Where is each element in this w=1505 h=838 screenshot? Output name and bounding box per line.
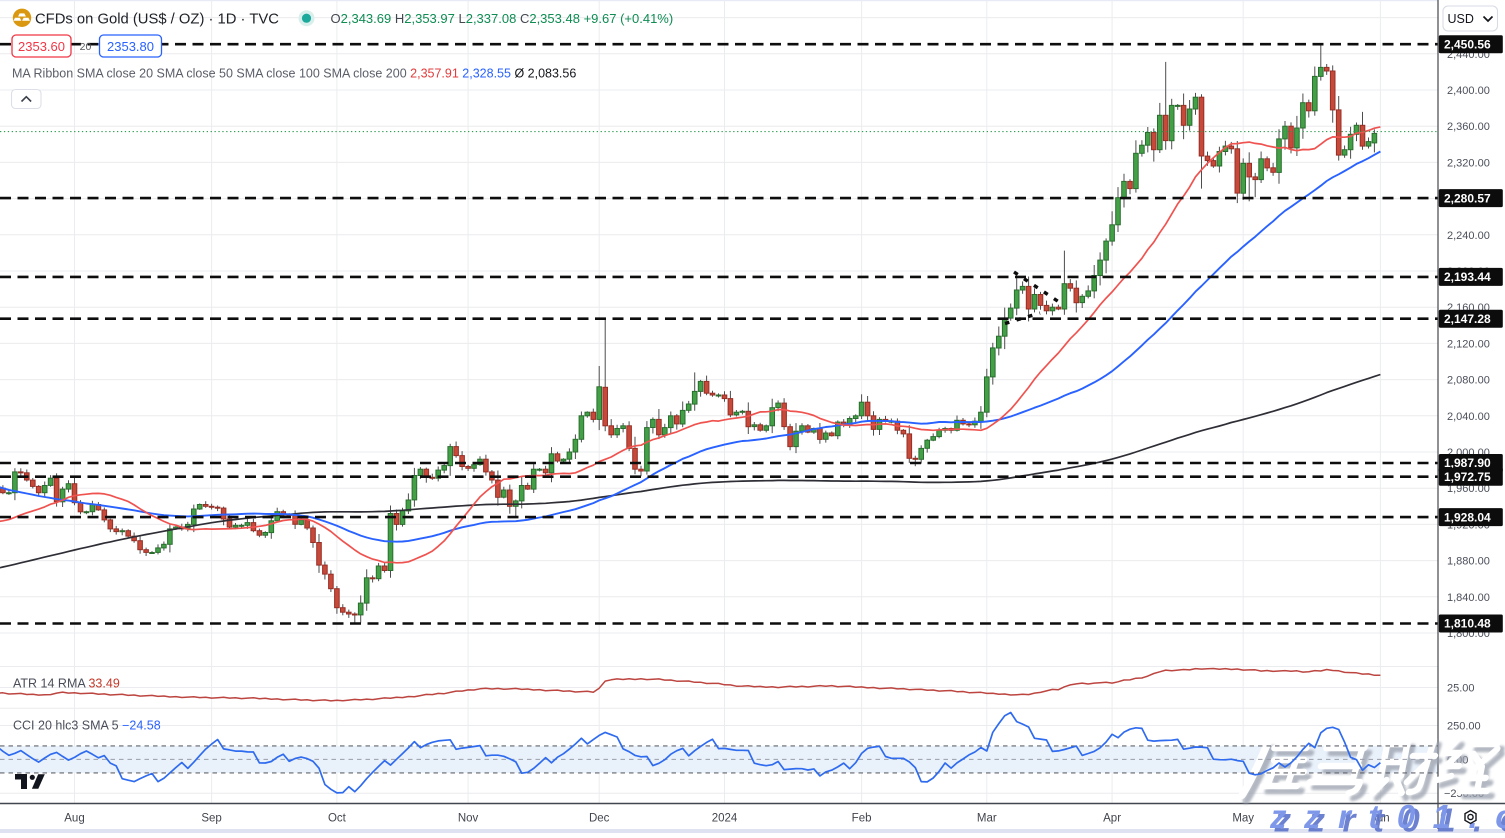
svg-text:2,080.00: 2,080.00: [1447, 375, 1490, 387]
svg-text:USD: USD: [1448, 12, 1474, 26]
svg-text:Aug: Aug: [64, 813, 84, 825]
svg-text:1,928.04: 1,928.04: [1444, 510, 1491, 524]
svg-text:Oct: Oct: [328, 813, 347, 825]
svg-text:2,320.00: 2,320.00: [1447, 157, 1490, 169]
svg-text:ATR 14 RMA 33.49: ATR 14 RMA 33.49: [13, 677, 120, 691]
svg-text:Feb: Feb: [852, 813, 872, 825]
svg-text:2,360.00: 2,360.00: [1447, 121, 1490, 133]
svg-text:2,120.00: 2,120.00: [1447, 338, 1490, 350]
svg-text:1,810.48: 1,810.48: [1444, 617, 1491, 631]
svg-text:May: May: [1232, 813, 1254, 825]
svg-text:2,240.00: 2,240.00: [1447, 230, 1490, 242]
svg-text:2353.60: 2353.60: [18, 39, 65, 54]
svg-text:Sep: Sep: [201, 813, 221, 825]
svg-text:25.00: 25.00: [1447, 682, 1475, 694]
svg-text:2024: 2024: [712, 813, 738, 825]
svg-text:Apr: Apr: [1103, 813, 1121, 825]
svg-text:2,193.44: 2,193.44: [1444, 270, 1491, 284]
svg-text:2,400.00: 2,400.00: [1447, 85, 1490, 97]
svg-text:CFDs on Gold (US$ / OZ) · 1D ·: CFDs on Gold (US$ / OZ) · 1D · TVC: [35, 12, 279, 28]
svg-text:250.00: 250.00: [1447, 721, 1481, 733]
svg-text:1,840.00: 1,840.00: [1447, 592, 1490, 604]
svg-text:Nov: Nov: [458, 813, 479, 825]
svg-text:CCI 20 hlc3 SMA 5 −24.58: CCI 20 hlc3 SMA 5 −24.58: [13, 719, 161, 733]
svg-text:Dec: Dec: [589, 813, 610, 825]
svg-text:2,450.56: 2,450.56: [1444, 37, 1491, 51]
svg-text:MA Ribbon SMA close 20 SMA clo: MA Ribbon SMA close 20 SMA close 50 SMA …: [12, 67, 576, 81]
svg-text:2,040.00: 2,040.00: [1447, 411, 1490, 423]
svg-text:2353.80: 2353.80: [107, 39, 154, 54]
svg-text:20: 20: [80, 41, 92, 53]
svg-text:1,880.00: 1,880.00: [1447, 556, 1490, 568]
svg-text:zzrt01.cn: zzrt01.cn: [1269, 798, 1505, 833]
svg-text:Mar: Mar: [977, 813, 997, 825]
svg-text:2,280.57: 2,280.57: [1444, 191, 1491, 205]
svg-text:O2,343.69 H2,353.97 L2,337.08: O2,343.69 H2,353.97 L2,337.08 C2,353.48 …: [331, 11, 674, 26]
svg-text:2,147.28: 2,147.28: [1444, 312, 1491, 326]
svg-text:1,972.75: 1,972.75: [1444, 470, 1491, 484]
